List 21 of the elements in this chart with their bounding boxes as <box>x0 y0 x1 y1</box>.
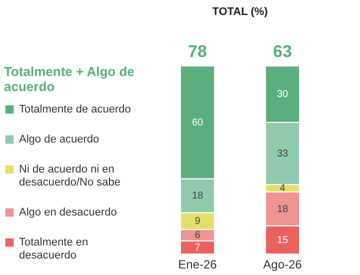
data-label: 6 <box>194 230 201 242</box>
legend-label: Algo de acuerdo <box>19 134 100 146</box>
legend-label: Algo en desacuerdo <box>19 206 117 218</box>
data-label: 15 <box>276 234 288 246</box>
legend-label: Totalmente en desacuerdo <box>19 236 88 262</box>
annotation: 78 <box>188 42 207 61</box>
data-label: 18 <box>192 190 204 202</box>
legend-label: Ni de acuerdo ni en desacuerdo/No sabe <box>19 164 121 188</box>
data-label: 9 <box>194 216 201 228</box>
data-label: 60 <box>192 117 204 128</box>
x-tick-label: Ago-26 <box>263 258 302 272</box>
data-label: 7 <box>194 242 201 254</box>
x-tick-label: Ene-26 <box>178 258 218 272</box>
data-label: 4 <box>280 183 286 194</box>
legend-title: Totalmente + Algo de acuerdo <box>4 64 134 94</box>
data-label: 33 <box>276 148 288 160</box>
data-label: 30 <box>276 89 288 100</box>
legend-label: Totalmente de acuerdo <box>19 104 131 116</box>
annotation: 63 <box>273 42 292 61</box>
chart-title: TOTAL (%) <box>212 6 268 18</box>
data-label: 18 <box>276 204 288 215</box>
